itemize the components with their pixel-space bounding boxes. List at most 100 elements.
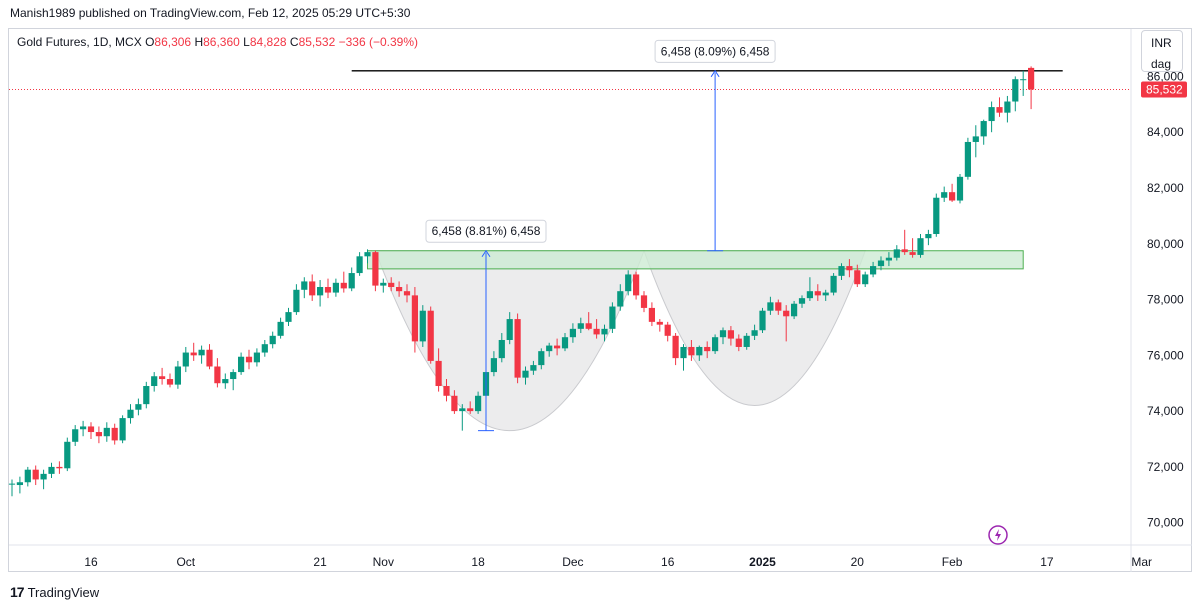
- candle-body: [348, 273, 355, 289]
- candle-body: [838, 266, 845, 276]
- high-label: H: [194, 35, 204, 49]
- x-tick-label: 2025: [749, 555, 776, 569]
- candle-body: [877, 260, 885, 267]
- candle-body: [712, 337, 719, 352]
- candle-body: [111, 427, 118, 441]
- candle-body: [40, 473, 47, 480]
- change-value: −336 (−0.39%): [338, 35, 419, 49]
- candle-body: [190, 352, 197, 356]
- measure-label-1: 6,458 (8.81%) 6,458: [432, 224, 541, 238]
- candle-body: [16, 482, 23, 486]
- candle-body: [743, 335, 750, 347]
- candle-body: [917, 238, 924, 255]
- candle-body: [585, 323, 592, 329]
- candle-body: [633, 274, 640, 296]
- candle-body: [791, 303, 798, 317]
- candle-body: [214, 366, 221, 384]
- brand-name: TradingView: [27, 584, 100, 600]
- last-price-tag-label: 85,532: [1146, 82, 1183, 96]
- candle-body: [174, 366, 181, 385]
- y-tick-label: 76,000: [1147, 348, 1184, 362]
- y-tick-label: 78,000: [1147, 293, 1184, 307]
- candle-body: [1012, 79, 1019, 102]
- x-tick-label: 16: [661, 555, 675, 569]
- candle-body: [617, 291, 624, 307]
- chart-frame: [8, 28, 1192, 572]
- candle-body: [103, 427, 110, 437]
- candle-body: [672, 335, 679, 359]
- candle-body: [411, 295, 418, 342]
- candle-body: [625, 274, 632, 292]
- y-tick-label: 82,000: [1147, 181, 1184, 195]
- candle-body: [554, 345, 561, 349]
- candle-body: [601, 328, 608, 335]
- measure-label-box-1: [425, 219, 547, 243]
- candle-body: [996, 107, 1003, 113]
- tradingview-logo-icon: 17: [10, 584, 25, 600]
- candle-body: [704, 346, 711, 352]
- candle-body: [980, 121, 987, 137]
- candle-body: [396, 287, 403, 292]
- candle-body: [727, 330, 734, 339]
- x-tick-label: Mar: [1131, 555, 1152, 569]
- candle-body: [127, 409, 134, 419]
- currency-unit-button[interactable]: INR dag: [1141, 30, 1183, 72]
- candle-body: [506, 319, 513, 340]
- symbol-label[interactable]: Gold Futures, 1D, MCX: [17, 35, 142, 49]
- candle-body: [909, 252, 916, 255]
- y-tick-label: 86,000: [1147, 69, 1184, 83]
- candle-body: [293, 289, 300, 313]
- candle-body: [443, 386, 450, 396]
- candle-body: [648, 307, 655, 322]
- candle-body: [317, 287, 324, 296]
- candle-body: [949, 192, 956, 201]
- candle-body: [269, 335, 276, 345]
- x-tick-label: 17: [1040, 555, 1054, 569]
- x-tick-label: 18: [471, 555, 485, 569]
- candle-body: [490, 358, 497, 373]
- candle-body: [688, 346, 695, 356]
- candle-body: [546, 345, 553, 352]
- candle-body: [854, 270, 861, 285]
- candle-body: [198, 349, 205, 356]
- low-label: L: [243, 35, 250, 49]
- candle-body: [364, 252, 371, 257]
- low-value: 84,828: [249, 35, 287, 49]
- breakout-zone: [367, 250, 1024, 270]
- candle-body: [822, 292, 829, 296]
- candle-body: [538, 351, 545, 366]
- candle-body: [814, 291, 821, 296]
- candle-body: [870, 266, 877, 275]
- tradingview-brand[interactable]: 17 TradingView: [10, 584, 99, 600]
- candle-body: [135, 404, 142, 410]
- candle-body: [498, 339, 505, 359]
- candle-body: [846, 266, 853, 271]
- candle-body: [767, 302, 774, 311]
- candle-body: [372, 252, 379, 286]
- candle-body: [941, 192, 948, 198]
- candle-body: [80, 426, 87, 430]
- candle-body: [24, 469, 31, 483]
- candle-body: [340, 282, 347, 289]
- candle-body: [830, 275, 837, 293]
- candle-body: [798, 298, 806, 304]
- candle-body: [222, 379, 229, 384]
- candle-body: [230, 372, 237, 380]
- measure-arrow-1: [481, 249, 491, 258]
- candle-body: [569, 328, 576, 338]
- candle-body: [735, 338, 742, 347]
- open-label: O: [145, 35, 155, 49]
- candle-body: [885, 257, 892, 261]
- candle-body: [206, 349, 213, 367]
- candle-body: [159, 376, 166, 380]
- y-tick-label: 84,000: [1147, 125, 1184, 139]
- candle-body: [8, 483, 16, 485]
- currency-label: INR: [1151, 36, 1172, 50]
- candle-body: [956, 176, 964, 201]
- candle-body: [925, 234, 932, 239]
- ohlc-legend: Gold Futures, 1D, MCX O86,306 H86,360 L8…: [17, 35, 418, 49]
- unit-label: dag: [1151, 57, 1172, 71]
- candle-body: [32, 469, 39, 480]
- close-value: 85,532: [298, 35, 336, 49]
